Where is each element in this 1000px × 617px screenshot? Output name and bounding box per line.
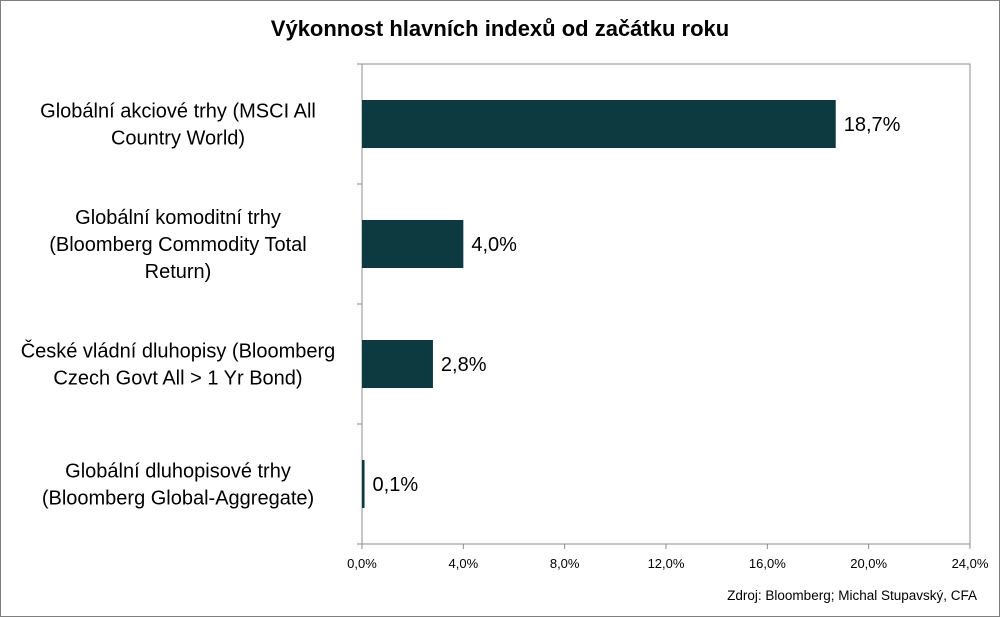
category-label-line: (Bloomberg Commodity Total (49, 234, 307, 256)
category-label-line: České vládní dluhopisy (Bloomberg (21, 340, 336, 363)
labels-layer: 0,0% 4,0% 8,0% 12,0% 16,0% 20,0% 24,0% 18,7% Glo… (21, 101, 989, 572)
chart-title: Výkonnost hlavních indexů od začátku rok… (271, 16, 729, 41)
x-tick-label: 20,0% (850, 556, 887, 571)
category-label-line: Country World) (111, 128, 245, 150)
category-label-line: (Bloomberg Global-Aggregate) (42, 488, 314, 510)
bar (362, 100, 836, 148)
bar-value-label: 18,7% (844, 114, 901, 136)
source-note: Zdroj: Bloomberg; Michal Stupavský, CFA (727, 588, 977, 603)
category-label-line: Globální dluhopisové trhy (65, 461, 291, 483)
bar-value-label: 4,0% (471, 234, 517, 256)
category-label-line: Return) (145, 261, 212, 283)
category-label: Globální dluhopisové trhy (Bloomberg Glob… (42, 461, 314, 510)
bar (362, 340, 433, 388)
category-label: České vládní dluhopisy (Bloomberg Czech G… (21, 340, 336, 390)
category-label: Globální akciové trhy (MSCI All Country W… (40, 101, 316, 150)
bars-layer (362, 100, 836, 508)
category-label-line: Globální komoditní trhy (75, 207, 281, 229)
category-label-line: Czech Govt All > 1 Yr Bond) (53, 368, 302, 390)
x-tick-label: 24,0% (952, 556, 989, 571)
x-tick-label: 8,0% (550, 556, 580, 571)
x-tick-label: 16,0% (749, 556, 786, 571)
bar-value-label: 2,8% (441, 354, 487, 376)
x-tick-label: 0,0% (347, 556, 377, 571)
bar-value-label: 0,1% (373, 474, 419, 496)
category-label: Globální komoditní trhy (Bloomberg Commod… (49, 207, 307, 283)
category-label-line: Globální akciové trhy (MSCI All (40, 101, 316, 123)
bar (362, 460, 365, 508)
x-tick-label: 12,0% (648, 556, 685, 571)
bar (362, 220, 464, 268)
x-tick-label: 4,0% (449, 556, 479, 571)
